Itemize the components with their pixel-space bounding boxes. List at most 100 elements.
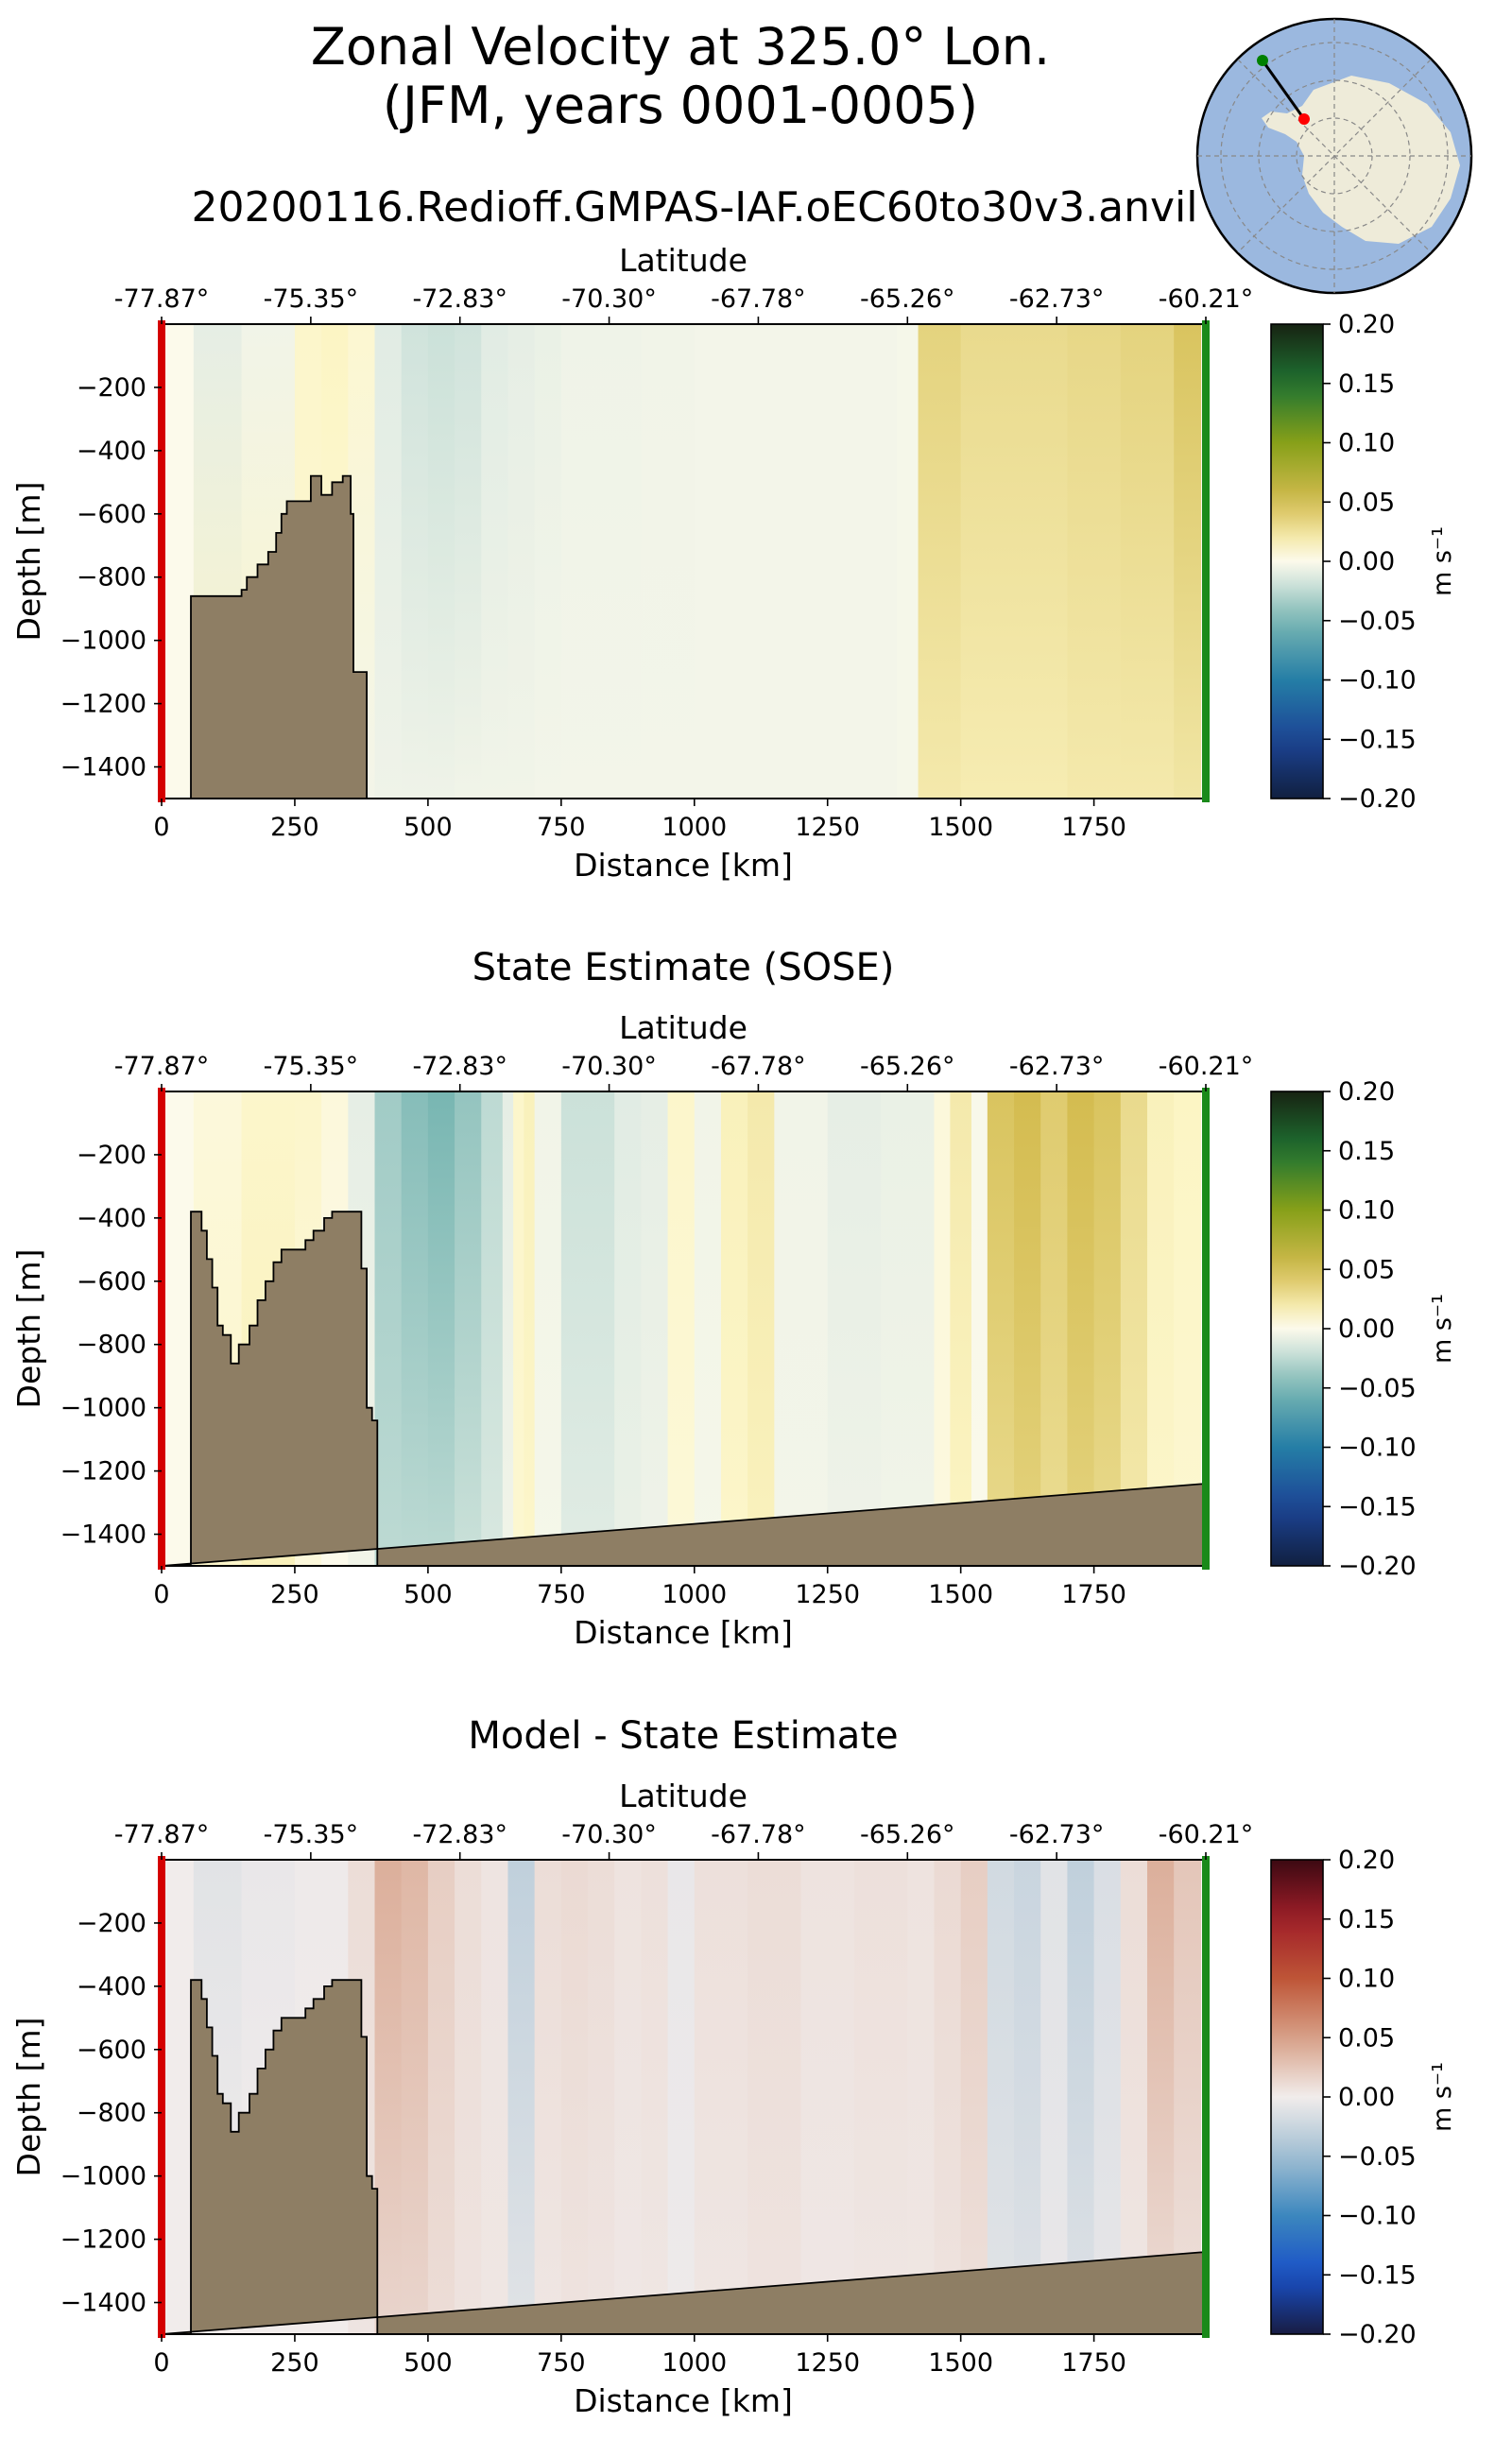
y-tick-label: −600 xyxy=(77,2036,146,2065)
y-tick-label: −200 xyxy=(77,373,146,403)
y-tick-label: −400 xyxy=(77,437,146,466)
velocity-column xyxy=(667,1091,696,1566)
latitude-tick-label: -60.21° xyxy=(1159,1820,1254,1849)
velocity-column xyxy=(907,1860,936,2334)
colorbar-tick-label: −0.20 xyxy=(1338,1552,1417,1581)
velocity-column xyxy=(1014,1091,1042,1566)
latitude-tick-label: -72.83° xyxy=(412,1052,507,1081)
velocity-column xyxy=(513,1091,525,1566)
latitude-tick-label: -65.26° xyxy=(860,1820,955,1849)
velocity-column xyxy=(694,324,748,799)
colorbar-tick-label: 0.20 xyxy=(1338,1077,1395,1107)
colorbar-tick-label: 0.15 xyxy=(1338,1905,1395,1934)
x-tick-label: 1000 xyxy=(662,2348,727,2378)
velocity-column xyxy=(918,324,962,799)
velocity-column xyxy=(534,1091,562,1566)
colorbar-tick-label: 0.10 xyxy=(1338,1196,1395,1226)
velocity-column xyxy=(374,324,403,799)
colorbar-label: m s⁻¹ xyxy=(1428,1294,1457,1364)
velocity-column xyxy=(1067,1091,1095,1566)
x-axis-label: Distance [km] xyxy=(574,2382,793,2419)
x-tick-label: 0 xyxy=(153,813,169,842)
latitude-tick-label: -67.78° xyxy=(711,1820,806,1849)
latitude-tick-label: -62.73° xyxy=(1009,1052,1105,1081)
y-axis-label: Depth [m] xyxy=(10,482,47,642)
y-tick-label: −1400 xyxy=(60,753,146,782)
y-tick-label: −200 xyxy=(77,1141,146,1170)
colorbar-tick-label: 0.00 xyxy=(1338,547,1395,576)
velocity-column xyxy=(481,324,509,799)
velocity-column xyxy=(897,324,919,799)
y-tick-label: −600 xyxy=(77,1267,146,1297)
colorbar xyxy=(1270,1091,1324,1567)
x-tick-label: 1500 xyxy=(928,1580,993,1609)
latitude-tick-label: -65.26° xyxy=(860,284,955,314)
x-tick-label: 1000 xyxy=(662,813,727,842)
y-tick-label: −600 xyxy=(77,500,146,529)
latitude-tick-label: -70.30° xyxy=(561,284,657,314)
x-tick-label: 1750 xyxy=(1061,2348,1126,2378)
latitude-tick-label: -70.30° xyxy=(561,1052,657,1081)
x-tick-label: 1250 xyxy=(795,1580,860,1609)
velocity-column xyxy=(1120,1860,1148,2334)
colorbar-tick-label: 0.05 xyxy=(1338,2023,1395,2053)
bathymetry xyxy=(161,1211,1207,1567)
velocity-column xyxy=(374,1091,403,1566)
antarctica-landmass xyxy=(1262,76,1460,244)
x-tick-label: 250 xyxy=(270,813,319,842)
y-tick-label: −1400 xyxy=(60,2289,146,2318)
y-tick-label: −800 xyxy=(77,2099,146,2128)
top-axis-label: Latitude xyxy=(619,1009,747,1046)
velocity-column xyxy=(162,1091,195,1566)
colorbar-tick-label: 0.05 xyxy=(1338,488,1395,517)
figure-title-line2: (JFM, years 0001-0005) xyxy=(383,76,978,135)
panel-title: Model - State Estimate xyxy=(468,1714,898,1758)
velocity-column xyxy=(853,324,898,799)
velocity-column xyxy=(987,1860,1015,2334)
velocity-column xyxy=(1067,1860,1095,2334)
colorbar-label: m s⁻¹ xyxy=(1428,2062,1457,2132)
latitude-tick-label: -77.87° xyxy=(114,1052,210,1081)
y-tick-label: −200 xyxy=(77,1909,146,1938)
velocity-column xyxy=(455,1860,483,2334)
x-tick-label: 1750 xyxy=(1061,813,1126,842)
velocity-column xyxy=(614,1091,643,1566)
colorbar-tick-label: −0.15 xyxy=(1338,1492,1417,1521)
y-tick-label: −1000 xyxy=(60,627,146,656)
velocity-column xyxy=(960,1860,988,2334)
y-tick-label: −1000 xyxy=(60,2162,146,2191)
x-tick-label: 500 xyxy=(404,813,453,842)
x-tick-label: 1000 xyxy=(662,1580,727,1609)
y-tick-label: −1000 xyxy=(60,1394,146,1423)
colorbar-tick-label: −0.20 xyxy=(1338,2320,1417,2349)
velocity-column xyxy=(588,324,643,799)
colorbar-tick-label: 0.15 xyxy=(1338,369,1395,399)
velocity-column xyxy=(427,1091,455,1566)
velocity-column xyxy=(1040,1860,1069,2334)
velocity-column xyxy=(427,324,455,799)
y-tick-label: −400 xyxy=(77,1204,146,1233)
velocity-column xyxy=(641,1091,669,1566)
colorbar-tick-label: −0.15 xyxy=(1338,725,1417,754)
velocity-column xyxy=(401,1091,429,1566)
colorbar-tick-label: −0.10 xyxy=(1338,666,1417,696)
latitude-tick-label: -62.73° xyxy=(1009,1820,1105,1849)
x-tick-label: 500 xyxy=(404,1580,453,1609)
panel-title: State Estimate (SOSE) xyxy=(472,946,895,989)
x-tick-label: 1750 xyxy=(1061,1580,1126,1609)
velocity-column xyxy=(881,1091,936,1566)
x-tick-label: 0 xyxy=(153,2348,169,2378)
latitude-tick-label: -65.26° xyxy=(860,1052,955,1081)
colorbar-tick-label: −0.10 xyxy=(1338,2202,1417,2231)
velocity-column xyxy=(507,324,536,799)
x-axis-label: Distance [km] xyxy=(574,847,793,884)
bathymetry xyxy=(162,474,369,799)
colorbar-tick-label: 0.00 xyxy=(1338,2083,1395,2112)
velocity-column xyxy=(401,324,429,799)
transect-end-marker xyxy=(1257,55,1268,66)
x-tick-label: 750 xyxy=(537,813,586,842)
colorbar-tick-label: 0.05 xyxy=(1338,1255,1395,1284)
colorbar-tick-label: −0.15 xyxy=(1338,2260,1417,2290)
latitude-tick-label: -72.83° xyxy=(412,284,507,314)
